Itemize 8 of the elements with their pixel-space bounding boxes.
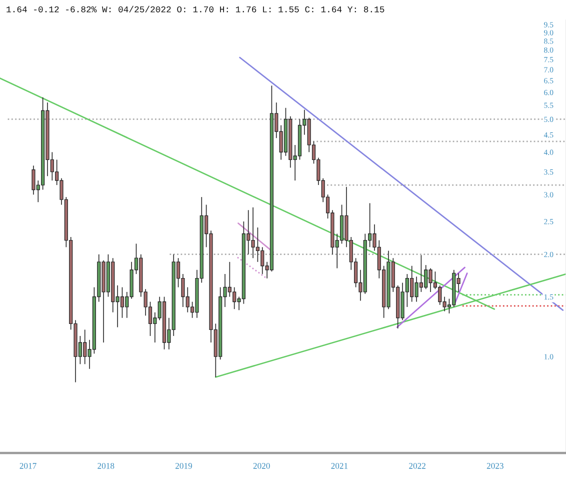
x-tick-label: 2017 <box>20 462 36 469</box>
x-tick-label: 2022 <box>409 462 426 469</box>
x-tick-label: 2020 <box>253 462 270 469</box>
x-tick-label: 2023 <box>486 462 504 469</box>
chart-title: 1.64 -0.12 -6.82% W: 04/25/2022 O: 1.70 H: 1.76 L: 1.55 C: 1.64 Y: 8.15 <box>6 6 384 12</box>
x-tick-label: 2021 <box>331 462 348 469</box>
x-tick-label: 2018 <box>98 462 114 469</box>
x-tick-label: 2019 <box>176 462 192 469</box>
